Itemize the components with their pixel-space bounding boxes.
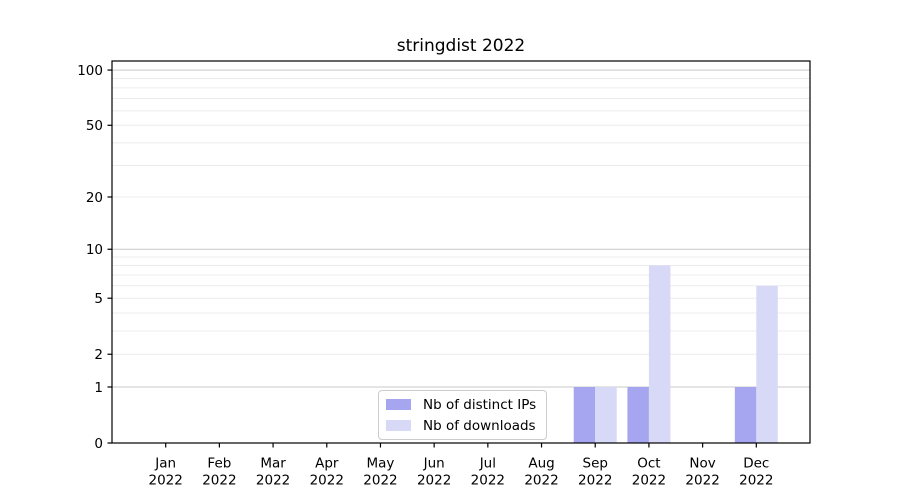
x-tick-label-month: Jul xyxy=(479,456,496,472)
legend-swatch-downloads xyxy=(386,420,411,431)
x-tick-label-year: 2022 xyxy=(739,473,773,489)
x-tick-label-month: Aug xyxy=(528,456,554,472)
x-tick-label-year: 2022 xyxy=(632,473,666,489)
y-tick-label: 20 xyxy=(86,190,103,206)
x-tick-label-year: 2022 xyxy=(685,473,719,489)
x-tick-label-year: 2022 xyxy=(256,473,290,489)
x-tick-label-month: Oct xyxy=(637,456,660,472)
x-tick-label-month: Sep xyxy=(583,456,608,472)
x-tick-label-year: 2022 xyxy=(471,473,505,489)
legend: Nb of distinct IPs Nb of downloads xyxy=(378,390,548,440)
x-tick-label-year: 2022 xyxy=(524,473,558,489)
x-tick-label-month: Jun xyxy=(423,456,445,472)
x-tick-label-year: 2022 xyxy=(149,473,183,489)
x-tick-label-year: 2022 xyxy=(363,473,397,489)
legend-label-downloads: Nb of downloads xyxy=(423,417,536,434)
x-tick-label-month: Mar xyxy=(260,456,286,472)
plot-border xyxy=(111,60,811,444)
y-tick-label: 100 xyxy=(77,63,103,79)
bar-distinct-ips-dec-2022 xyxy=(734,386,757,443)
legend-row-distinct-ips: Nb of distinct IPs xyxy=(386,395,536,414)
y-tick-label: 5 xyxy=(94,291,103,307)
legend-row-downloads: Nb of downloads xyxy=(386,416,536,435)
x-tick-label-month: May xyxy=(367,456,395,472)
bar-downloads-oct-2022 xyxy=(648,265,671,443)
x-tick-label-year: 2022 xyxy=(310,473,344,489)
x-tick-label-year: 2022 xyxy=(202,473,236,489)
legend-label-distinct-ips: Nb of distinct IPs xyxy=(423,396,537,413)
y-tick-label: 2 xyxy=(94,347,103,363)
y-tick-label: 50 xyxy=(86,118,103,134)
bar-downloads-sep-2022 xyxy=(595,386,617,443)
bar-distinct-ips-sep-2022 xyxy=(573,386,596,443)
x-tick-label-month: Apr xyxy=(315,456,339,472)
x-tick-label-year: 2022 xyxy=(578,473,612,489)
bar-downloads-dec-2022 xyxy=(756,285,778,443)
y-tick-label: 10 xyxy=(86,242,103,258)
x-tick-label-year: 2022 xyxy=(417,473,451,489)
x-tick-label-month: Jan xyxy=(154,456,176,472)
y-tick-label: 0 xyxy=(94,436,103,452)
legend-swatch-distinct-ips xyxy=(386,399,411,410)
x-tick-label-month: Dec xyxy=(743,456,769,472)
chart-title: stringdist 2022 xyxy=(396,36,526,56)
x-tick-label-month: Feb xyxy=(207,456,231,472)
x-tick-label-month: Nov xyxy=(689,456,715,472)
y-tick-label: 1 xyxy=(94,380,103,396)
bar-distinct-ips-oct-2022 xyxy=(627,386,649,443)
